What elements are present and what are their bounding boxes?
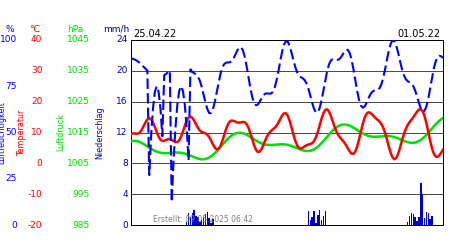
Bar xyxy=(414,217,416,225)
Text: 24: 24 xyxy=(117,36,128,44)
Bar xyxy=(407,222,409,225)
Text: 25: 25 xyxy=(6,174,17,183)
Text: -10: -10 xyxy=(27,190,42,199)
Text: -20: -20 xyxy=(27,220,42,230)
Bar xyxy=(431,216,433,225)
Text: °C: °C xyxy=(29,25,40,34)
Bar xyxy=(201,220,203,225)
Bar xyxy=(210,222,212,225)
Text: 20: 20 xyxy=(117,66,128,75)
Text: 1015: 1015 xyxy=(67,128,90,137)
Text: 1005: 1005 xyxy=(67,159,90,168)
Text: 1045: 1045 xyxy=(67,36,90,44)
Bar xyxy=(429,219,431,225)
Bar xyxy=(324,211,326,225)
Bar xyxy=(319,210,320,225)
Text: 8: 8 xyxy=(122,159,128,168)
Text: 10: 10 xyxy=(31,128,42,137)
Bar xyxy=(197,216,198,225)
Text: 30: 30 xyxy=(31,66,42,75)
Text: mm/h: mm/h xyxy=(103,25,129,34)
Text: 25.04.22: 25.04.22 xyxy=(133,29,176,39)
Text: Luftfeuchtigkeit: Luftfeuchtigkeit xyxy=(0,101,7,164)
Text: 100: 100 xyxy=(0,36,17,44)
Bar xyxy=(205,214,206,225)
Bar xyxy=(315,223,317,225)
Bar xyxy=(420,182,422,225)
Bar xyxy=(208,218,210,225)
Bar xyxy=(323,216,324,225)
Bar xyxy=(203,216,204,225)
Bar xyxy=(413,214,414,225)
Bar xyxy=(428,213,429,225)
Text: 1025: 1025 xyxy=(67,97,90,106)
Bar xyxy=(418,217,420,225)
Text: 4: 4 xyxy=(122,190,128,199)
Text: 0: 0 xyxy=(11,220,17,230)
Text: 0: 0 xyxy=(122,220,128,230)
Bar xyxy=(424,218,425,225)
Text: 16: 16 xyxy=(116,97,128,106)
Text: 40: 40 xyxy=(31,36,42,44)
Bar xyxy=(409,216,410,225)
Bar xyxy=(212,220,214,225)
Bar xyxy=(311,217,313,225)
Bar xyxy=(416,220,418,225)
Bar xyxy=(190,218,191,225)
Text: 20: 20 xyxy=(31,97,42,106)
Text: 01.05.22: 01.05.22 xyxy=(398,29,441,39)
Text: 50: 50 xyxy=(5,128,17,137)
Text: 0: 0 xyxy=(36,159,42,168)
Bar xyxy=(192,214,193,225)
Bar xyxy=(186,222,188,225)
Text: 985: 985 xyxy=(73,220,90,230)
Text: Erstellt: 09.05.2025 06:42: Erstellt: 09.05.2025 06:42 xyxy=(153,215,253,224)
Bar xyxy=(194,210,195,225)
Bar xyxy=(188,213,189,225)
Bar xyxy=(426,212,427,225)
Text: 1035: 1035 xyxy=(67,66,90,75)
Bar xyxy=(422,194,423,225)
Text: Temperatur: Temperatur xyxy=(17,109,26,156)
Bar xyxy=(411,213,412,225)
Text: Luftdruck: Luftdruck xyxy=(56,114,65,152)
Bar xyxy=(313,210,315,225)
Text: 12: 12 xyxy=(117,128,128,137)
Bar xyxy=(308,211,309,225)
Bar xyxy=(310,220,311,225)
Text: Niederschlag: Niederschlag xyxy=(95,106,104,159)
Text: hPa: hPa xyxy=(68,25,84,34)
Bar xyxy=(317,215,319,225)
Bar xyxy=(207,212,208,225)
Text: %: % xyxy=(5,25,14,34)
Bar xyxy=(195,216,197,225)
Bar xyxy=(321,220,322,225)
Text: 75: 75 xyxy=(5,82,17,91)
Text: 995: 995 xyxy=(73,190,90,199)
Bar xyxy=(199,222,201,225)
